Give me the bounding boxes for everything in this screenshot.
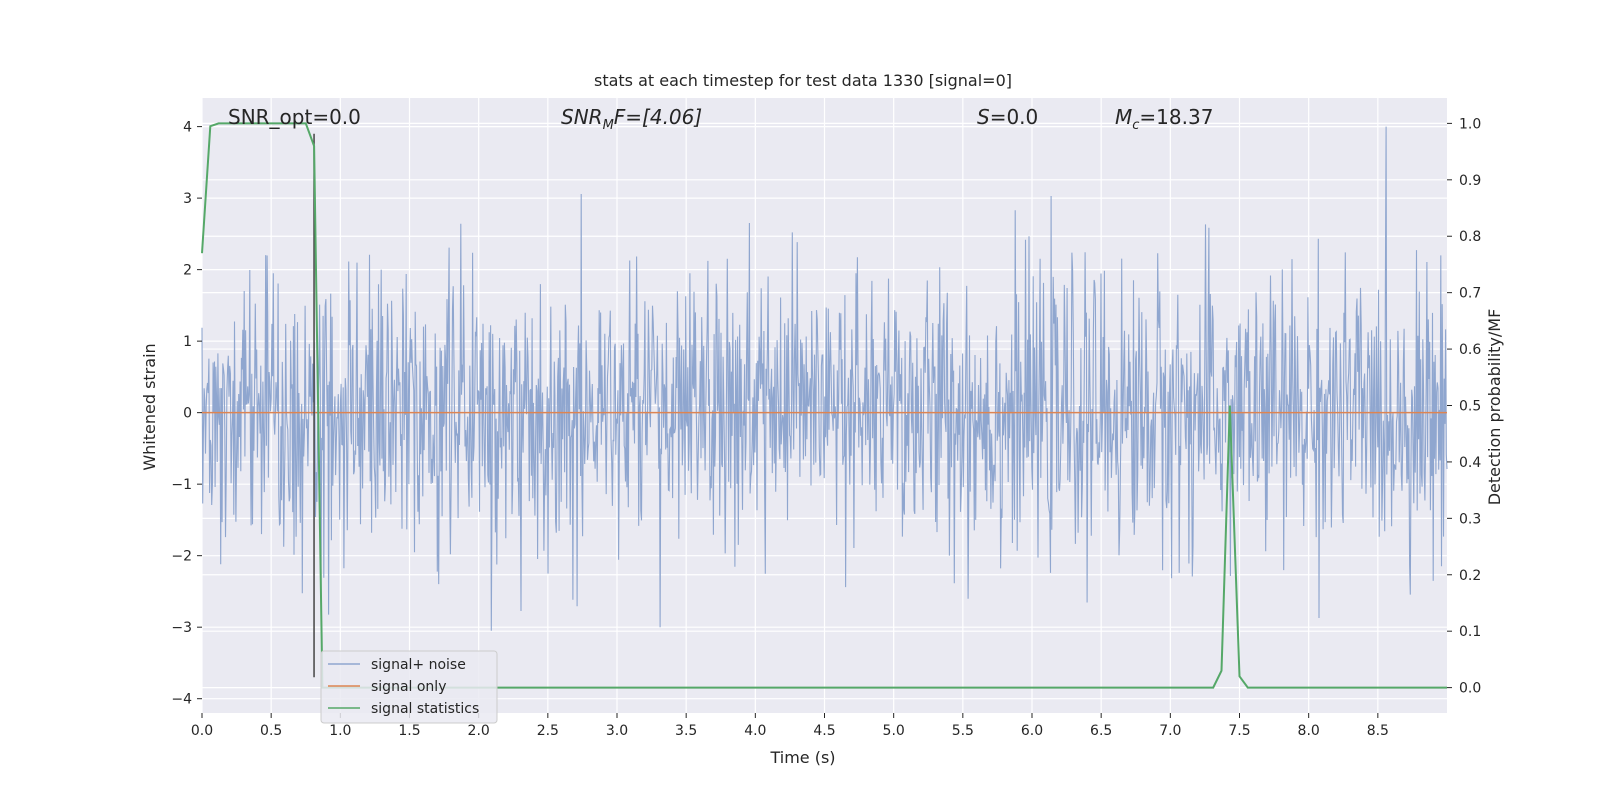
y-tick-label: −4 [171,692,192,708]
y-tick-label: 1 [183,334,192,350]
x-tick-label: 7.0 [1159,723,1181,739]
y-tick-label: 4 [183,120,192,136]
series-signal-noise [201,126,1448,631]
annotation-mc-suffix: =18.37 [1139,105,1213,129]
y-tick-label: −2 [171,549,192,565]
y-right-tick-label: 0.7 [1459,286,1481,302]
y-right-tick-label: 0.6 [1459,342,1481,358]
y-right-tick-label: 0.3 [1459,511,1481,527]
x-tick-label: 1.0 [329,723,351,739]
x-tick-label: 0.5 [260,723,282,739]
x-tick-label: 8.0 [1298,723,1320,739]
x-tick-label: 6.0 [1021,723,1043,739]
x-tick-label: 1.5 [398,723,420,739]
annotation-mc-prefix: M [1115,105,1132,129]
annotation-snr-mf-suffix: F=[4.06] [614,105,702,129]
annotation-mc: Mc=18.37 [1115,105,1213,133]
x-tick-label: 6.5 [1090,723,1112,739]
y-right-axis-ticks: 1.0 0.9 0.8 0.7 0.6 0.5 0.4 0.3 0.2 0.1 0.0 [1447,116,1481,697]
y-tick-label: 0 [183,406,192,422]
x-tick-label: 5.0 [883,723,905,739]
legend: signal+ noise signal only signal statist… [320,650,498,724]
x-tick-label: 8.5 [1367,723,1389,739]
y-right-tick-label: 0.2 [1459,568,1481,584]
x-tick-label: 7.5 [1228,723,1250,739]
y-right-tick-label: 0.1 [1459,624,1481,640]
annotation-snr-opt: SNR_opt=0.0 [228,105,361,129]
annotation-mc-sub: c [1132,118,1139,133]
y-right-tick-label: 0.5 [1459,399,1481,415]
y-right-tick-label: 0.8 [1459,229,1481,245]
x-tick-label: 4.5 [813,723,835,739]
legend-label-signal-statistics: signal statistics [371,701,479,717]
legend-box [320,650,498,724]
annotation-snr-mf-prefix: SNR [561,105,603,129]
x-tick-label: 2.5 [537,723,559,739]
y-right-tick-label: 0.0 [1459,681,1481,697]
annotation-snr-mf-sub: M [603,118,614,133]
y-tick-label: −3 [171,620,192,636]
x-tick-label: 3.5 [675,723,697,739]
y-axis-ticks: 4 3 2 1 0 −1 −2 −3 −4 [171,120,202,708]
series-signal-statistics [201,122,1447,689]
x-axis-label: Time (s) [769,748,835,767]
y-axis-label: Whitened strain [140,343,159,470]
x-tick-label: 3.0 [606,723,628,739]
noise-trace [201,126,1448,631]
y-right-tick-label: 0.4 [1459,455,1481,471]
y-right-tick-label: 1.0 [1459,116,1481,132]
legend-label-signal-only: signal only [371,679,446,695]
y-tick-label: 2 [183,263,192,279]
y-right-tick-label: 0.9 [1459,173,1481,189]
chart-title: stats at each timestep for test data 133… [594,71,1012,90]
x-tick-label: 4.0 [744,723,766,739]
annotation-s-prefix: S [977,105,990,129]
y-tick-label: 3 [183,191,192,207]
x-tick-label: 0.0 [191,723,213,739]
x-tick-label: 2.0 [468,723,490,739]
x-axis-ticks: 0.0 0.5 1.0 1.5 2.0 2.5 3.0 3.5 4.0 4.5 5.0 5.5 6.0 6… [191,713,1389,739]
y-tick-label: −1 [171,477,192,493]
y-right-axis-label: Detection probability/MF [1485,309,1504,506]
annotation-s-suffix: =0.0 [990,105,1039,129]
legend-label-signal-noise: signal+ noise [371,657,466,673]
x-tick-label: 5.5 [952,723,974,739]
annotation-s: S=0.0 [977,105,1038,129]
annotation-snr-mf: SNRMF=[4.06] [561,105,702,133]
